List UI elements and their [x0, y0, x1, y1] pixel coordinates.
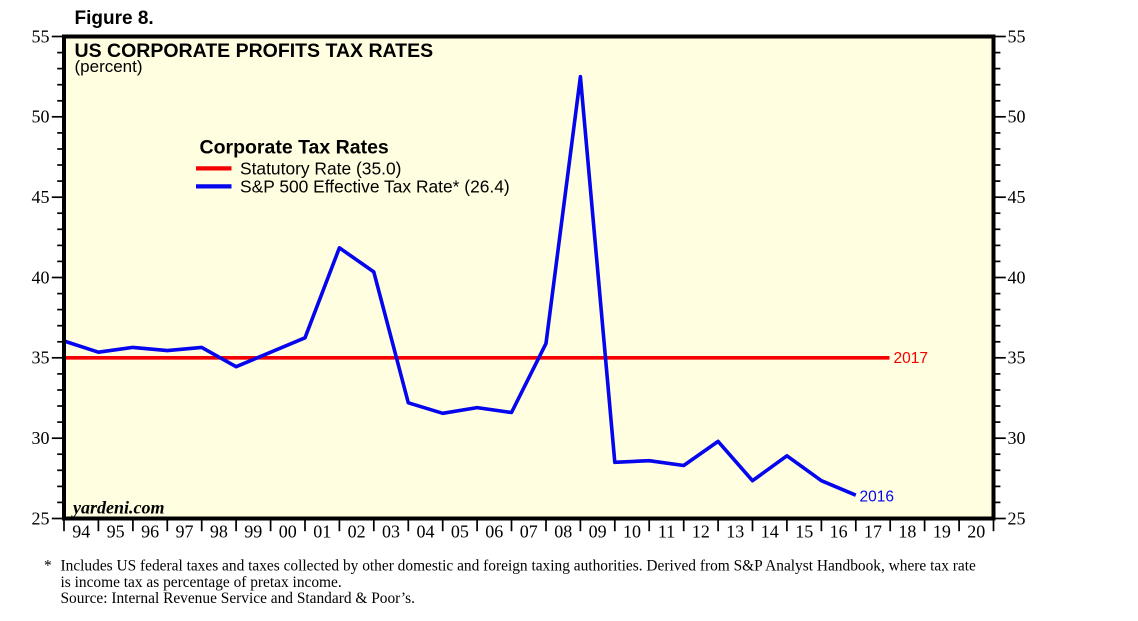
svg-text:00: 00	[279, 522, 297, 542]
svg-text:17: 17	[864, 522, 882, 542]
svg-text:08: 08	[554, 522, 572, 542]
svg-text:25: 25	[1008, 508, 1026, 528]
svg-text:10: 10	[623, 522, 641, 542]
svg-text:16: 16	[830, 522, 848, 542]
svg-text:35: 35	[32, 348, 50, 368]
svg-text:94: 94	[72, 522, 90, 542]
svg-text:95: 95	[107, 522, 125, 542]
svg-text:50: 50	[1008, 107, 1026, 127]
svg-text:S&P 500 Effective Tax Rate* (2: S&P 500 Effective Tax Rate* (26.4)	[240, 177, 510, 197]
svg-text:(percent): (percent)	[75, 57, 143, 76]
svg-text:50: 50	[32, 107, 50, 127]
svg-text:99: 99	[244, 522, 262, 542]
svg-text:30: 30	[32, 428, 50, 448]
svg-text:18: 18	[898, 522, 916, 542]
svg-text:01: 01	[313, 522, 331, 542]
svg-text:06: 06	[485, 522, 503, 542]
svg-text:30: 30	[1008, 428, 1026, 448]
svg-text:45: 45	[1008, 187, 1026, 207]
svg-text:07: 07	[520, 522, 538, 542]
svg-text:98: 98	[210, 522, 228, 542]
svg-text:02: 02	[348, 522, 366, 542]
svg-text:is income tax as percentage of: is income tax as percentage of pretax in…	[61, 574, 342, 591]
svg-text:2016: 2016	[860, 489, 894, 506]
svg-text:20: 20	[967, 522, 985, 542]
svg-text:Corporate Tax Rates: Corporate Tax Rates	[200, 137, 389, 159]
svg-text:*: *	[44, 558, 52, 575]
svg-text:05: 05	[451, 522, 469, 542]
svg-text:15: 15	[795, 522, 813, 542]
svg-text:40: 40	[32, 267, 50, 287]
svg-text:Source: Internal Revenue Servi: Source: Internal Revenue Service and Sta…	[61, 590, 415, 607]
svg-text:11: 11	[658, 522, 675, 542]
svg-text:35: 35	[1008, 348, 1026, 368]
svg-text:09: 09	[589, 522, 607, 542]
svg-text:45: 45	[32, 187, 50, 207]
svg-text:25: 25	[32, 508, 50, 528]
svg-text:US CORPORATE PROFITS TAX RATES: US CORPORATE PROFITS TAX RATES	[75, 40, 434, 62]
svg-text:19: 19	[933, 522, 951, 542]
svg-text:Statutory Rate (35.0): Statutory Rate (35.0)	[240, 159, 401, 179]
svg-text:Figure 8.: Figure 8.	[75, 8, 154, 29]
svg-text:55: 55	[1008, 26, 1026, 46]
svg-text:14: 14	[761, 522, 779, 542]
svg-text:97: 97	[176, 522, 194, 542]
svg-text:2017: 2017	[894, 350, 928, 367]
svg-text:12: 12	[692, 522, 710, 542]
svg-text:yardeni.com: yardeni.com	[71, 498, 165, 518]
svg-text:40: 40	[1008, 267, 1026, 287]
svg-text:13: 13	[726, 522, 744, 542]
svg-text:Includes US federal taxes and: Includes US federal taxes and taxes coll…	[61, 558, 976, 575]
svg-text:55: 55	[32, 26, 50, 46]
svg-text:03: 03	[382, 522, 400, 542]
svg-text:04: 04	[417, 522, 435, 542]
svg-text:96: 96	[141, 522, 159, 542]
